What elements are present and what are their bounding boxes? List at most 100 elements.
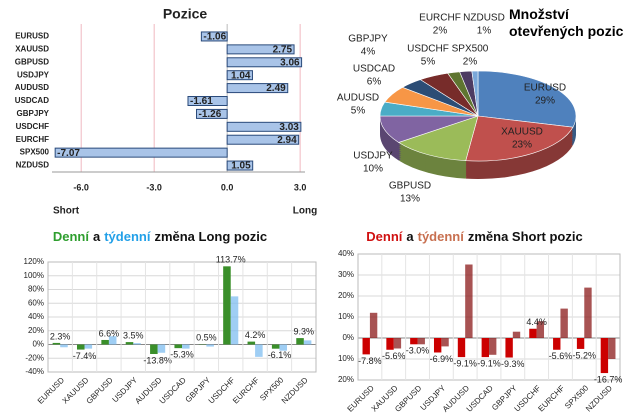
bar <box>362 338 370 355</box>
bar <box>157 344 166 353</box>
y-tick-label: 30% <box>338 270 354 279</box>
data-label: -7.4% <box>73 351 97 361</box>
bar <box>133 343 141 345</box>
chart-title: Denní a týdenní změna Short pozic <box>322 229 627 244</box>
data-label: 3.06 <box>280 57 300 68</box>
x-tick-label: EURCHF <box>231 375 261 405</box>
bar <box>536 321 545 338</box>
bar <box>150 344 158 354</box>
data-label: 4.4% <box>526 317 547 327</box>
bar <box>223 266 231 345</box>
data-label: -5.6% <box>549 351 573 361</box>
y-tick-label: SPX500 <box>20 148 50 157</box>
y-tick-label: EURUSD <box>15 32 49 41</box>
long-label: Long <box>293 206 317 217</box>
x-tick-label: GBPUSD <box>393 383 423 413</box>
x-tick-label: NZDUSD <box>280 375 310 405</box>
data-label: 6.6% <box>99 328 120 338</box>
slice-label: SPX500 <box>452 44 489 55</box>
bar <box>54 147 228 158</box>
bar <box>226 57 303 68</box>
data-label: 3.03 <box>279 122 299 133</box>
short-label: Short <box>53 206 80 217</box>
slice-value: 2% <box>463 57 478 68</box>
data-label: 9.3% <box>294 326 315 336</box>
data-label: 1.05 <box>231 161 251 172</box>
slice-value: 5% <box>351 106 366 117</box>
data-label: -1.26 <box>199 109 222 120</box>
slice-value: 6% <box>367 77 382 88</box>
data-label: 4.2% <box>245 330 266 340</box>
data-label: 2.49 <box>266 83 286 94</box>
bar <box>226 134 300 145</box>
bar <box>101 339 109 345</box>
bar <box>247 341 256 345</box>
pie-slice <box>471 70 479 117</box>
title-part: a <box>92 229 101 244</box>
data-label: 2.94 <box>277 135 297 146</box>
data-label: -13.8% <box>143 355 172 365</box>
y-tick-label: -40% <box>25 367 44 376</box>
bar <box>505 338 513 358</box>
bar <box>108 336 117 345</box>
slice-value: 4% <box>361 47 376 58</box>
chart-title: Pozice <box>163 6 208 22</box>
y-tick-label: EURCHF <box>16 135 49 144</box>
y-tick-label: 40% <box>28 312 44 321</box>
data-label: 3.5% <box>123 330 144 340</box>
y-tick-label: 100% <box>24 271 44 280</box>
data-label: -9.1% <box>453 358 477 368</box>
bar <box>386 338 394 350</box>
chart-title: Množství otevřených pozic <box>509 6 624 39</box>
bar <box>303 340 312 345</box>
bar <box>576 338 585 349</box>
title-part: týdenní <box>104 229 151 244</box>
bar <box>84 344 93 349</box>
bar <box>226 160 254 171</box>
bar <box>196 108 228 119</box>
slice-value: 2% <box>433 26 448 37</box>
data-label: -16.7% <box>594 374 623 384</box>
bar <box>200 31 228 42</box>
bar <box>608 338 616 359</box>
slice-label: XAUUSD <box>501 127 543 138</box>
bar <box>512 331 521 338</box>
bar <box>226 121 302 132</box>
data-label: -5.6% <box>382 351 406 361</box>
y-tick-label: 0% <box>32 340 44 349</box>
slice-value: 23% <box>512 140 532 151</box>
y-tick-label: USDCAD <box>15 96 49 105</box>
data-label: -7.8% <box>358 356 382 366</box>
y-tick-label: 20% <box>338 375 354 384</box>
bar <box>553 338 561 350</box>
x-tick-label: GBPUSD <box>85 375 115 405</box>
bar <box>182 344 190 349</box>
y-tick-label: 60% <box>28 298 44 307</box>
pie-slice <box>398 115 479 161</box>
bar <box>206 344 214 347</box>
bar <box>52 342 61 345</box>
slice-value: 29% <box>535 96 555 107</box>
title-part: Denní <box>52 229 89 244</box>
y-tick-label: GBPJPY <box>17 109 50 118</box>
bar <box>600 338 609 374</box>
y-tick-label: 0% <box>342 333 354 342</box>
y-tick-label: 80% <box>28 285 44 294</box>
title-part: Denní <box>366 229 403 244</box>
bar <box>441 338 449 347</box>
slice-label: EURUSD <box>524 83 566 94</box>
slice-value: 1% <box>477 26 492 37</box>
bar <box>433 338 442 353</box>
bar <box>226 44 295 55</box>
title-part: změna Short pozic <box>467 229 583 244</box>
x-tick-label: -6.0 <box>73 182 89 192</box>
y-tick-label: 10% <box>338 312 354 321</box>
slice-label: USDJPY <box>353 151 393 162</box>
title-part: a <box>406 229 414 244</box>
bar <box>255 344 263 357</box>
bar <box>226 83 289 94</box>
bar <box>393 338 402 349</box>
data-label: -9.1% <box>477 358 501 368</box>
y-tick-label: USDJPY <box>17 70 50 79</box>
